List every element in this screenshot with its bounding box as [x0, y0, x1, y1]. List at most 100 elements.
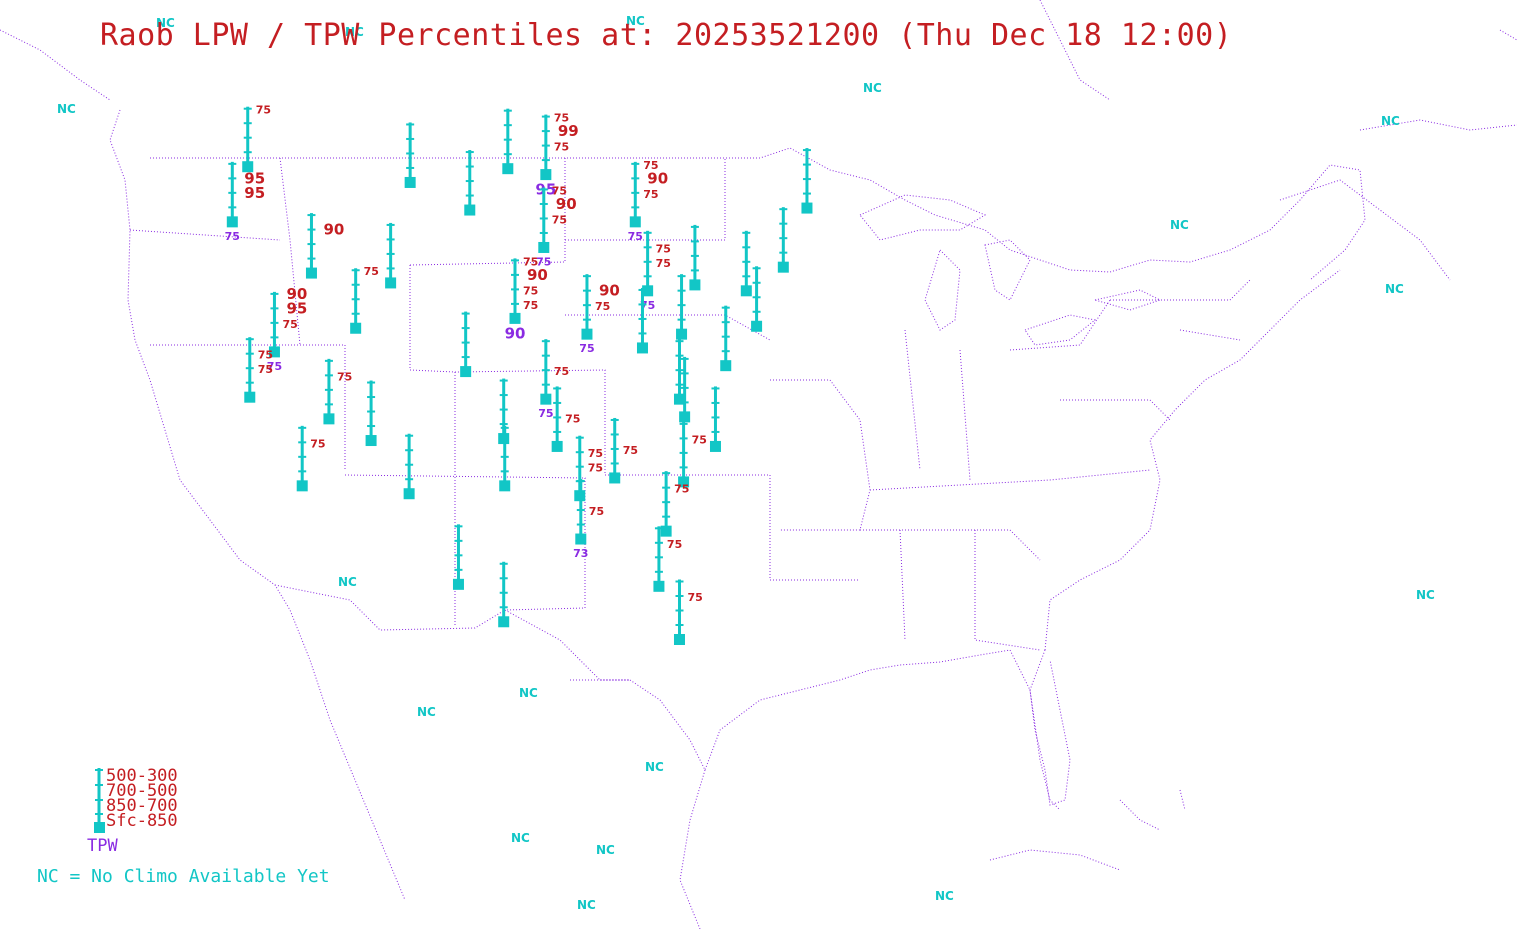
state-lines [129, 157, 1251, 651]
station-marker [673, 634, 685, 645]
nc-label: NC [935, 889, 954, 903]
station-marker [660, 525, 672, 537]
station-43 [777, 207, 789, 273]
layer-percentile-label: 90 [556, 195, 577, 213]
station-31 [676, 274, 688, 340]
station-marker [720, 360, 732, 372]
station-marker [777, 261, 789, 273]
station-32 [689, 224, 701, 291]
layer-percentile-label: 75 [565, 412, 580, 425]
legend-layer-500-300: 500-300 [106, 766, 178, 786]
station-marker [464, 204, 476, 216]
station-11: 75 [350, 265, 379, 334]
station-marker [350, 322, 362, 334]
nc-label: NC [1385, 282, 1404, 296]
station-marker [226, 216, 238, 228]
layer-percentile-label: 90 [527, 266, 548, 284]
nc-label: NC [156, 16, 175, 30]
station-marker [460, 366, 472, 378]
station-marker [653, 580, 665, 592]
station-marker [244, 391, 256, 403]
station-39: 75 [653, 526, 682, 592]
nc-label: NC [519, 686, 538, 700]
station-marker [551, 440, 563, 452]
layer-percentile-label: 99 [558, 122, 579, 140]
layer-percentile-label: 75 [554, 141, 569, 154]
station-marker [296, 480, 308, 492]
station-3 [404, 122, 416, 188]
station-24: 75 [551, 386, 580, 452]
station-29: 75 [609, 417, 638, 484]
station-10 [385, 222, 397, 289]
layer-percentile-label: 75 [588, 447, 603, 460]
layer-percentile-label: 75 [687, 591, 702, 604]
station-42 [751, 266, 763, 332]
atlantic-coastline [1044, 269, 1341, 651]
station-marker [678, 476, 690, 488]
station-marker [581, 328, 593, 340]
tpw-percentile-label: 75 [267, 360, 282, 373]
station-18 [460, 311, 472, 378]
layer-percentile-label: 90 [599, 282, 620, 300]
layer-percentile-label: 95 [286, 299, 307, 317]
station-28: 75 73 [573, 479, 604, 560]
station-marker [385, 277, 397, 289]
nc-label: NC [645, 760, 664, 774]
layer-percentile-label: 90 [286, 285, 307, 303]
mexico-coast [679, 769, 706, 929]
station-26 [498, 561, 510, 628]
tpw-percentile-label: 90 [505, 324, 526, 342]
legend-nc-note: NC = No Climo Available Yet [37, 866, 330, 887]
station-marker [609, 472, 621, 484]
layer-percentile-label: 75 [523, 255, 538, 268]
station-0: 75 [242, 104, 271, 173]
station-36 [709, 386, 721, 452]
layer-percentile-label: 75 [554, 112, 569, 125]
station-40: 75 [673, 579, 703, 645]
station-marker [801, 202, 813, 214]
nc-label: NC [577, 898, 596, 912]
legend-layer-700-500: 700-500 [106, 781, 178, 801]
station-marker [403, 488, 415, 500]
nc-label: NC [1170, 218, 1189, 232]
station-33 [720, 305, 732, 372]
station-30 [636, 287, 648, 354]
station-marker [679, 411, 691, 423]
nc-label: NC [1416, 588, 1435, 602]
layer-percentile-label: 75 [674, 483, 689, 496]
layer-percentile-label: 75 [256, 104, 271, 117]
station-marker [676, 328, 688, 340]
layer-percentile-label: 75 [589, 505, 604, 518]
station-37: 75 [678, 421, 707, 488]
station-4 [464, 150, 476, 216]
tpw-percentile-label: 75 [225, 230, 240, 243]
station-marker [740, 285, 752, 297]
station-marker [540, 169, 552, 181]
layer-percentile-label: 95 [244, 169, 265, 187]
layer-percentile-label: 75 [364, 265, 379, 278]
station-marker [268, 346, 280, 358]
station-marker [498, 616, 510, 628]
station-17 [403, 433, 415, 500]
station-marker [242, 161, 254, 173]
nc-label: NC [596, 843, 615, 857]
station-marker [709, 440, 721, 452]
gulf-coastline [570, 649, 1061, 811]
tpw-percentile-label: 75 [538, 407, 553, 420]
layer-percentile-label: 75 [523, 284, 538, 297]
layer-percentile-label: 75 [595, 300, 610, 313]
station-2: 90 [305, 213, 344, 279]
layer-percentile-label: 75 [643, 188, 658, 201]
layer-percentile-label: 75 [337, 370, 352, 383]
station-marker [323, 413, 335, 425]
layer-percentile-label: 75 [667, 538, 682, 551]
